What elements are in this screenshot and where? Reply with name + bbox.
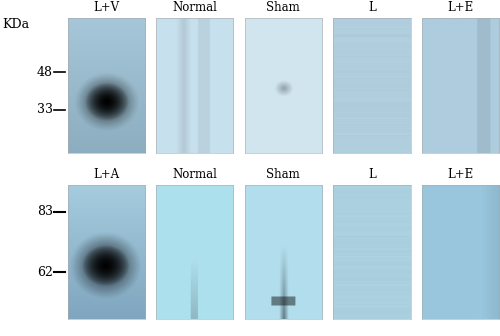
Text: L: L bbox=[368, 168, 376, 181]
Text: 33: 33 bbox=[37, 103, 53, 116]
Text: Sham: Sham bbox=[266, 1, 300, 14]
Text: L+E: L+E bbox=[447, 168, 473, 181]
Text: 62: 62 bbox=[37, 266, 53, 279]
Text: Normal: Normal bbox=[172, 1, 217, 14]
Text: KDa: KDa bbox=[2, 18, 30, 32]
Text: Sham: Sham bbox=[266, 168, 300, 181]
Text: L+A: L+A bbox=[93, 168, 120, 181]
Text: L+E: L+E bbox=[447, 1, 473, 14]
Text: Normal: Normal bbox=[172, 168, 217, 181]
Text: L+V: L+V bbox=[93, 1, 120, 14]
Text: 83: 83 bbox=[37, 205, 53, 218]
Text: 48: 48 bbox=[37, 66, 53, 79]
Text: L: L bbox=[368, 1, 376, 14]
